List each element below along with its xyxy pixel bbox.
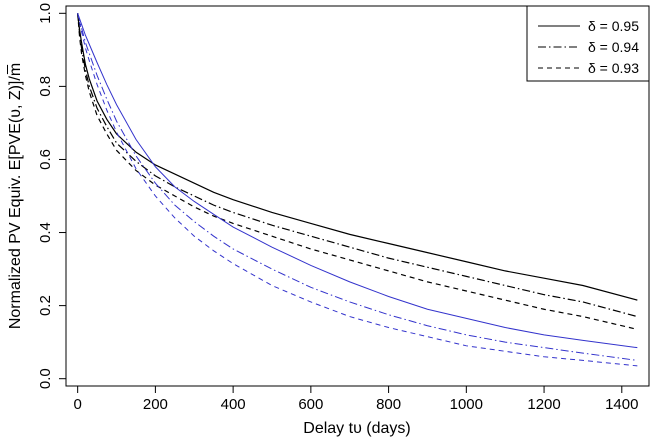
x-tick-label-0: 0 [73, 396, 81, 413]
x-tick-label-4: 800 [376, 396, 401, 413]
series-line-4 [77, 13, 638, 361]
x-tick-label-6: 1200 [527, 396, 560, 413]
legend: δ = 0.95 δ = 0.94 δ = 0.93 [526, 5, 650, 82]
y-axis-label: Normalized PV Equiv. E[PVE(υ, Z)]/m̅ [6, 63, 24, 329]
x-axis-label: Delay tυ (days) [303, 420, 410, 437]
y-tick-label-5: 1.0 [37, 3, 54, 24]
legend-label-2: δ = 0.93 [588, 60, 639, 76]
y-tick-label-0: 0.0 [37, 368, 54, 389]
legend-label-0: δ = 0.95 [588, 18, 639, 34]
x-tick-label-3: 600 [298, 396, 323, 413]
series-line-2 [77, 13, 638, 330]
series-line-5 [77, 13, 638, 367]
y-tick-label-1: 0.2 [37, 295, 54, 316]
y-tick-label-3: 0.6 [37, 149, 54, 170]
series-line-1 [77, 13, 638, 318]
x-tick-label-1: 200 [143, 396, 168, 413]
legend-label-1: δ = 0.94 [588, 39, 639, 55]
x-tick-label-5: 1000 [450, 396, 483, 413]
x-axis: 0 200 400 600 800 1000 1200 1400 [73, 385, 638, 413]
x-tick-label-2: 400 [221, 396, 246, 413]
y-tick-label-2: 0.4 [37, 222, 54, 243]
series-line-3 [77, 13, 638, 349]
series-line-0 [77, 13, 638, 301]
y-axis: 0.0 0.2 0.4 0.6 0.8 1.0 [37, 3, 67, 389]
y-tick-label-4: 0.8 [37, 76, 54, 97]
series-layer [77, 13, 638, 367]
x-tick-label-7: 1400 [605, 396, 638, 413]
